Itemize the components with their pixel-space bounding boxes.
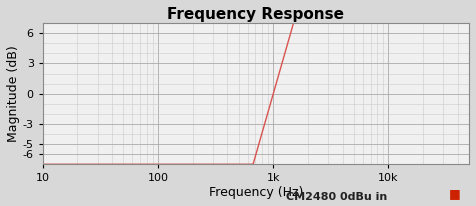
Text: ■: ■ (449, 187, 460, 200)
Y-axis label: Magnitude (dB): Magnitude (dB) (7, 45, 20, 142)
Title: Frequency Response: Frequency Response (168, 7, 345, 22)
X-axis label: Frequency (Hz): Frequency (Hz) (208, 186, 303, 199)
Text: CM2480 0dBu in: CM2480 0dBu in (286, 192, 387, 202)
